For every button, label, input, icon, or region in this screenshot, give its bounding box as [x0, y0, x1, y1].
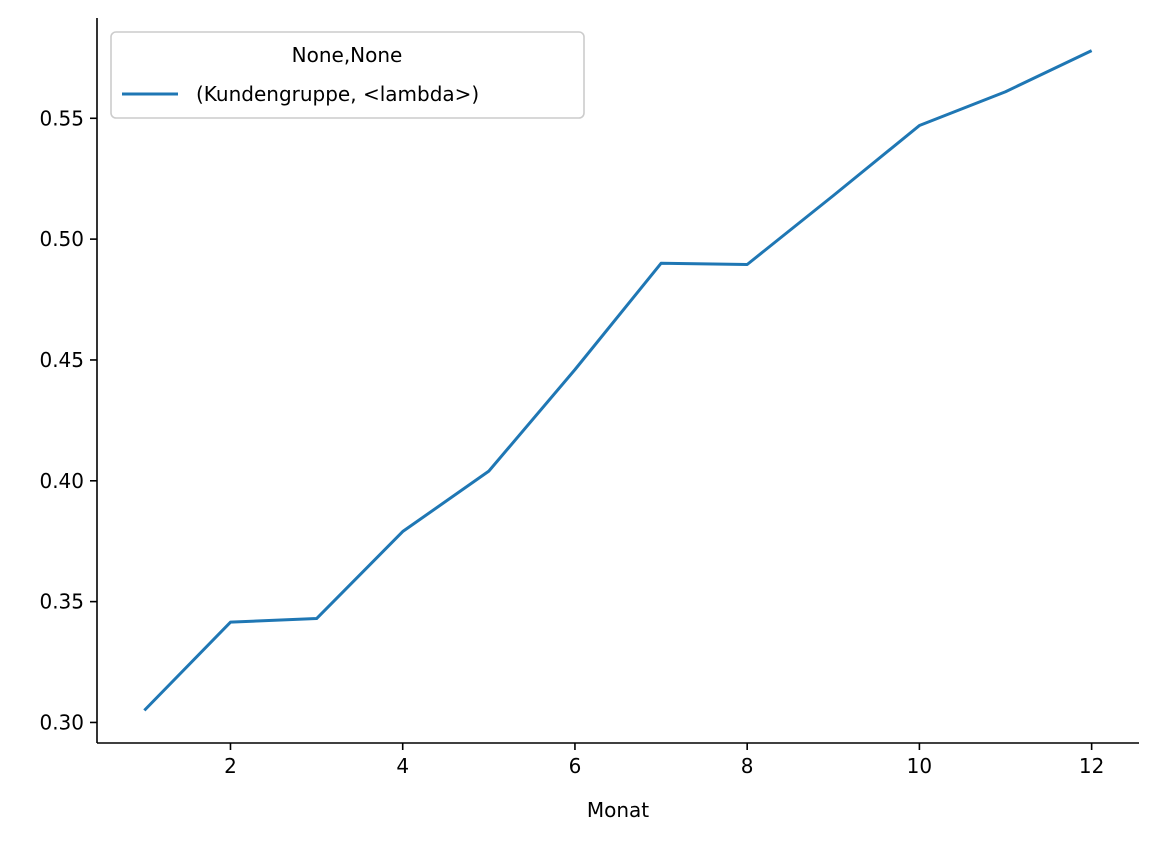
y-tick-label: 0.55 — [39, 106, 84, 130]
legend-entry-label: (Kundengruppe, <lambda>) — [196, 82, 479, 106]
x-axis-label: Monat — [587, 798, 649, 822]
legend-box — [110, 31, 585, 119]
x-tick-label: 6 — [569, 754, 582, 778]
series-lines — [143, 49, 1093, 712]
series-line — [143, 49, 1093, 712]
legend-title: None,None — [292, 43, 403, 67]
y-ticks: 0.30 0.35 0.40 0.45 0.50 0.55 — [39, 106, 97, 734]
y-tick-label: 0.35 — [39, 590, 84, 614]
x-tick-label: 12 — [1079, 754, 1104, 778]
y-tick-label: 0.40 — [39, 469, 84, 493]
axes — [96, 18, 1139, 744]
x-tick-label: 4 — [396, 754, 409, 778]
x-tick-label: 2 — [224, 754, 237, 778]
y-tick-label: 0.45 — [39, 348, 84, 372]
x-tick-label: 8 — [741, 754, 754, 778]
x-ticks: 2 4 6 8 10 12 — [224, 743, 1104, 778]
legend: None,None (Kundengruppe, <lambda>) — [110, 31, 585, 119]
x-tick-label: 10 — [907, 754, 932, 778]
y-tick-label: 0.50 — [39, 227, 84, 251]
y-tick-label: 0.30 — [39, 710, 84, 734]
